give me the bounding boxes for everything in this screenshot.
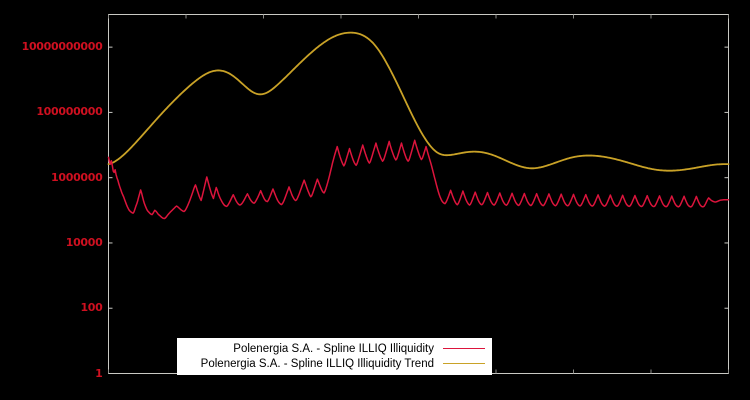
legend-swatch-trend-line bbox=[443, 363, 485, 364]
series-line-illiq bbox=[107, 139, 730, 220]
series-layer bbox=[107, 31, 730, 220]
legend-label-illiq: Polenergia S.A. - Spline ILLIQ Illiquidi… bbox=[233, 342, 434, 355]
y-axis-tick-marks bbox=[108, 14, 729, 374]
y-tick-label: 100 bbox=[80, 301, 103, 315]
legend-swatch-illiq-line bbox=[443, 348, 485, 349]
legend-item-trend: Polenergia S.A. - Spline ILLIQ Illiquidi… bbox=[184, 356, 485, 371]
y-tick-label: 10000 bbox=[65, 235, 103, 249]
y-tick-label: 100000000 bbox=[36, 105, 103, 119]
y-tick-label: 1000000 bbox=[51, 170, 103, 184]
legend-label-trend: Polenergia S.A. - Spline ILLIQ Illiquidi… bbox=[200, 357, 434, 370]
legend-item-illiq: Polenergia S.A. - Spline ILLIQ Illiquidi… bbox=[184, 341, 485, 356]
chart-legend: Polenergia S.A. - Spline ILLIQ Illiquidi… bbox=[177, 338, 492, 375]
series-line-trend bbox=[107, 31, 730, 172]
y-tick-label: 10000000000 bbox=[21, 40, 103, 54]
y-tick-label: 1 bbox=[95, 366, 103, 380]
